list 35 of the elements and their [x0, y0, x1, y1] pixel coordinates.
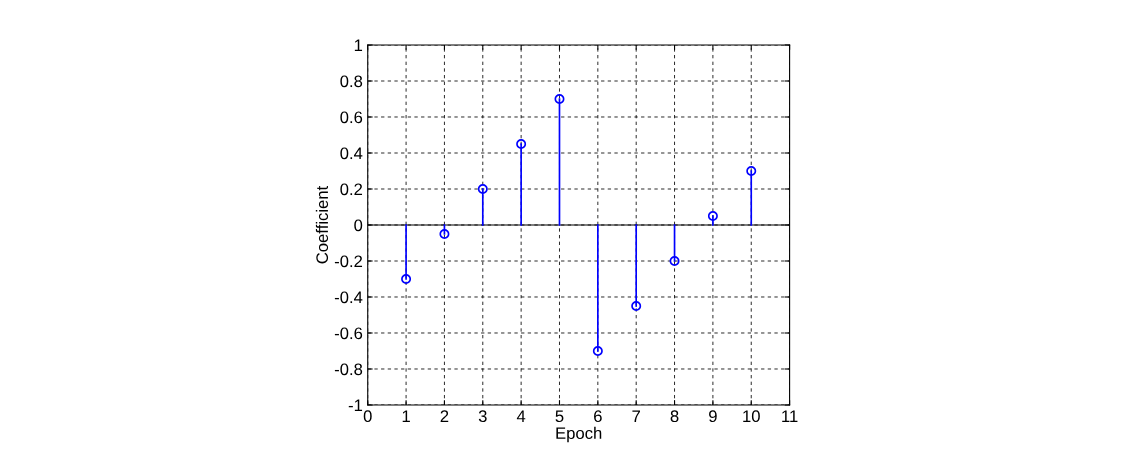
- x-axis-title: Epoch: [556, 426, 602, 443]
- point: [554, 93, 565, 105]
- point: [592, 345, 603, 357]
- y-tick-label: 0.2: [340, 183, 363, 196]
- point: [401, 273, 412, 285]
- x-tick-label: 10: [743, 410, 760, 423]
- y-tick-label: -0.8: [334, 363, 363, 376]
- x-tick-label: 9: [709, 410, 717, 423]
- y-tick-label: 0.4: [340, 147, 363, 160]
- point: [477, 183, 488, 195]
- x-tick-label: 5: [555, 410, 564, 423]
- x-tick-label: 2: [440, 410, 449, 422]
- point: [439, 228, 450, 240]
- point: [669, 255, 680, 267]
- point: [631, 300, 642, 312]
- x-tick-label: 4: [516, 410, 526, 422]
- point: [707, 210, 718, 222]
- y-tick-label: -1: [348, 399, 363, 412]
- y-tick-label: 1: [354, 39, 363, 52]
- point: [516, 138, 527, 150]
- y-tick-label: -0.2: [334, 255, 363, 268]
- x-tick-label: 11: [782, 410, 798, 422]
- y-tick-label: 0: [354, 219, 363, 232]
- y-tick-label: 0.6: [340, 111, 363, 124]
- x-tick-label: 6: [594, 410, 602, 423]
- x-tick-label: 0: [363, 410, 372, 423]
- x-tick-label: 7: [632, 410, 640, 422]
- y-tick-label: -0.6: [334, 327, 363, 340]
- x-tick-label: 1: [402, 410, 410, 422]
- x-tick-label: 3: [478, 410, 487, 423]
- y-tick-label: -0.4: [334, 291, 363, 304]
- x-tick-label: 8: [670, 410, 679, 423]
- y-tick-label: 0.8: [340, 75, 363, 88]
- y-axis-title: Coefficient: [315, 185, 329, 264]
- point: [746, 165, 757, 177]
